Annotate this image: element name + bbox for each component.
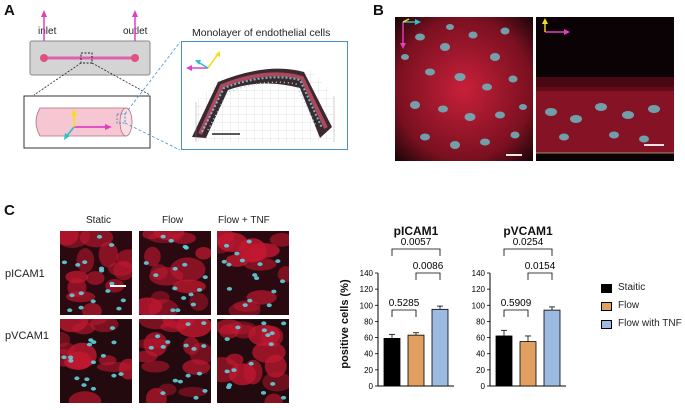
- legend-swatch-static: [601, 284, 612, 293]
- micrograph-b-top-view: [395, 17, 533, 161]
- chip-schematic: [23, 10, 181, 151]
- sig-label-0-1: 0.0086: [413, 261, 444, 272]
- y-tick-label-0-0: 0: [369, 382, 374, 391]
- micrograph-r1-c1: [139, 319, 211, 403]
- bar-0-2: [431, 308, 449, 387]
- column-label-static: Static: [86, 215, 112, 226]
- y-tick-label-1-60: 60: [476, 334, 485, 343]
- y-tick-label-1-100: 100: [472, 301, 486, 310]
- y-tick-label-1-20: 20: [476, 366, 485, 375]
- panel-a-letter: A: [4, 2, 15, 19]
- 3d-monolayer-render: [181, 41, 348, 150]
- y-tick-label-1-140: 140: [472, 269, 486, 278]
- row-label-pvcam1: pVCAM1: [5, 330, 50, 342]
- legend-label-flow: Flow: [618, 300, 640, 311]
- sig-bracket-1-0: [503, 248, 553, 256]
- bar-1-2: [543, 309, 561, 387]
- y-tick-label-0-20: 20: [364, 366, 373, 375]
- chart-title-picam1: pICAM1: [393, 224, 439, 238]
- y-tick-label-0-120: 120: [360, 285, 374, 294]
- panel-c-letter: C: [4, 202, 15, 219]
- micrograph-r0-c0: [60, 231, 132, 315]
- legend-label-static: Staitic: [618, 282, 646, 293]
- y-tick-label-0-40: 40: [364, 350, 373, 359]
- panel-b-letter: B: [373, 2, 384, 19]
- micrograph-r0-c2: [217, 231, 289, 315]
- legend-label-flow-tnf: Flow with TNF: [618, 318, 682, 329]
- micrograph-r0-c1: [139, 231, 211, 315]
- sig-bracket-0-0: [391, 248, 441, 256]
- bar-0-1: [407, 334, 425, 387]
- y-tick-label-0-140: 140: [360, 269, 374, 278]
- sig-bracket-0-1: [415, 272, 441, 280]
- column-label-flow-tnf: Flow + TNF: [218, 215, 270, 226]
- legend-swatch-flow-tnf: [601, 320, 612, 329]
- bar-1-0: [495, 335, 513, 387]
- y-tick-label-1-120: 120: [472, 285, 486, 294]
- y-tick-label-0-100: 100: [360, 301, 374, 310]
- sig-label-1-0: 0.0254: [513, 237, 544, 248]
- sig-label-1-1: 0.0154: [525, 261, 556, 272]
- legend-swatch-flow: [601, 302, 612, 311]
- inset-title: Monolayer of endothelial cells: [192, 27, 331, 39]
- inlet-label: inlet: [38, 26, 57, 37]
- chart-title-pvcam1: pVCAM1: [503, 224, 553, 238]
- sig-bracket-1-1: [527, 272, 553, 280]
- y-tick-label-0-80: 80: [364, 317, 373, 326]
- sig-bracket-1-2: [503, 309, 529, 317]
- bar-1-1: [519, 341, 537, 387]
- sig-label-0-0: 0.0057: [401, 237, 432, 248]
- row-label-picam1: pICAM1: [5, 268, 45, 280]
- sig-label-1-2: 0.5909: [501, 298, 532, 309]
- y-tick-label-1-0: 0: [481, 382, 486, 391]
- micrograph-b-side-view: [536, 17, 674, 161]
- sig-label-0-2: 0.5285: [389, 298, 420, 309]
- bar-0-0: [383, 337, 401, 387]
- micrograph-r1-c0: [60, 319, 132, 403]
- column-label-flow: Flow: [162, 215, 184, 226]
- y-tick-label-0-60: 60: [364, 334, 373, 343]
- y-tick-label-1-40: 40: [476, 350, 485, 359]
- sig-bracket-0-2: [391, 309, 417, 317]
- micrograph-r1-c2: [217, 319, 289, 403]
- y-tick-label-1-80: 80: [476, 317, 485, 326]
